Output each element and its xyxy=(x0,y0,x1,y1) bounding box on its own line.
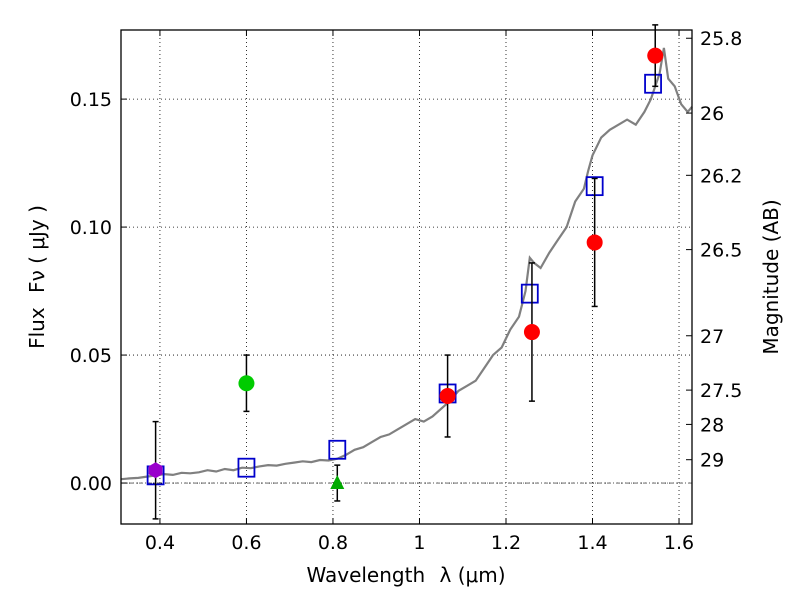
y2-tick-label: 28 xyxy=(700,414,724,436)
series-line xyxy=(120,47,693,481)
y2-tick-label: 26.5 xyxy=(700,240,742,262)
y2-tick-label: 27.5 xyxy=(700,380,742,402)
y-axis-title: Flux Fν ( μJy ) xyxy=(25,205,49,349)
x-axis: 0.4 0.6 0.8 1 1.2 1.4 1.6 xyxy=(145,30,694,554)
series-open-square xyxy=(146,73,662,486)
model-point xyxy=(237,457,256,478)
y-tick-label: 0.05 xyxy=(70,345,112,367)
y-axis: 0.00 0.05 0.10 0.15 xyxy=(70,89,127,495)
y2-tick-label: 26.2 xyxy=(700,165,742,187)
data-point xyxy=(523,324,540,341)
x-tick-label: 0.6 xyxy=(231,532,261,554)
limit-point xyxy=(330,475,345,490)
x-tick-label: 1 xyxy=(413,532,425,554)
series-filled-hexagon xyxy=(148,420,163,520)
series-filled-triangle xyxy=(330,464,345,502)
data-point xyxy=(586,234,603,251)
x-tick-label: 1.2 xyxy=(491,532,521,554)
y-tick-label: 0.10 xyxy=(70,217,112,239)
plot-frame xyxy=(120,29,693,525)
data-point xyxy=(148,462,163,479)
y-tick-label: 0.15 xyxy=(70,89,112,111)
y-tick-label: 0.00 xyxy=(70,473,112,495)
x-tick-label: 1.6 xyxy=(664,532,694,554)
y2-tick-label: 27 xyxy=(700,326,724,348)
y2-tick-label: 25.8 xyxy=(700,28,742,50)
x-axis-title: Wavelength λ (μm) xyxy=(306,563,505,587)
model-point xyxy=(644,73,662,94)
x-tick-label: 0.8 xyxy=(318,532,348,554)
data-point xyxy=(238,375,255,392)
y2-axis: 25.8 26 26.2 26.5 27 27.5 28 29 xyxy=(686,28,742,472)
x-tick-label: 0.4 xyxy=(145,532,175,554)
data-point xyxy=(439,388,456,405)
grid xyxy=(121,30,692,524)
series-filled-circle xyxy=(439,24,664,438)
data-point xyxy=(647,47,664,64)
y2-tick-label: 26 xyxy=(700,103,724,125)
series-filled-circle xyxy=(238,354,255,413)
series-layer xyxy=(120,24,693,520)
y2-tick-label: 29 xyxy=(700,450,724,472)
model-point xyxy=(328,439,347,460)
x-tick-label: 1.4 xyxy=(577,532,607,554)
sed-line xyxy=(120,47,693,481)
model-point xyxy=(520,283,539,304)
y2-axis-title: Magnitude (AB) xyxy=(759,199,783,354)
